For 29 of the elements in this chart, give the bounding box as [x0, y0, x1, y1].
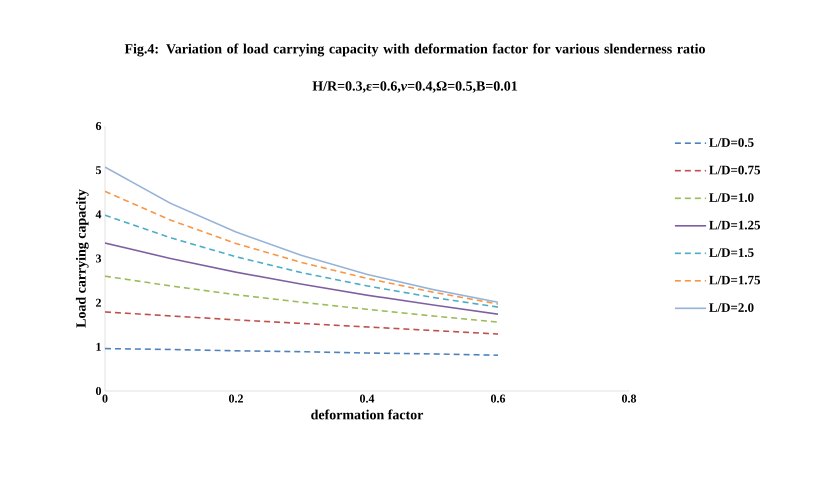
legend-label: L/D=1.75 — [709, 276, 760, 284]
x-tick-label: 0.4 — [360, 394, 374, 403]
y-tick-label: 3 — [96, 254, 102, 263]
legend-label: L/D=0.75 — [709, 166, 760, 174]
y-tick-label: 1 — [96, 342, 101, 351]
legend-label: L/D=1.0 — [709, 193, 754, 202]
chart-subtitle: H/R=0.3,ε=0.6,ν=0.4,Ω=0.5,B=0.01 — [312, 81, 517, 93]
line-series — [105, 275, 499, 323]
legend-label: L/D=1.5 — [709, 248, 754, 258]
legend-label: L/D=0.5 — [709, 138, 754, 147]
x-axis-title: deformation factor — [311, 409, 424, 420]
line-series — [105, 242, 499, 315]
x-tick-label: 0.6 — [490, 394, 506, 403]
line-series — [105, 190, 499, 305]
x-tick-label: 0 — [102, 394, 108, 403]
y-tick-label: 5 — [96, 166, 102, 174]
y-tick-label: 4 — [96, 210, 102, 218]
legend-label: L/D=2.0 — [709, 303, 754, 312]
y-tick-label: 6 — [96, 122, 102, 130]
chart-title: Fig.4: Variation of load carrying capacity with deformation factor for various slenderness ratio — [124, 44, 705, 56]
line-series — [105, 166, 499, 304]
x-tick-label: 0.8 — [622, 394, 636, 403]
legend-label: L/D=1.25 — [709, 220, 760, 230]
y-tick-label: 0 — [96, 386, 102, 396]
line-series — [105, 348, 499, 356]
y-tick-label: 2 — [96, 298, 101, 307]
line-series — [105, 214, 499, 308]
y-axis-title: Load carrying capacity — [76, 189, 89, 328]
x-tick-label: 0.2 — [228, 394, 243, 403]
